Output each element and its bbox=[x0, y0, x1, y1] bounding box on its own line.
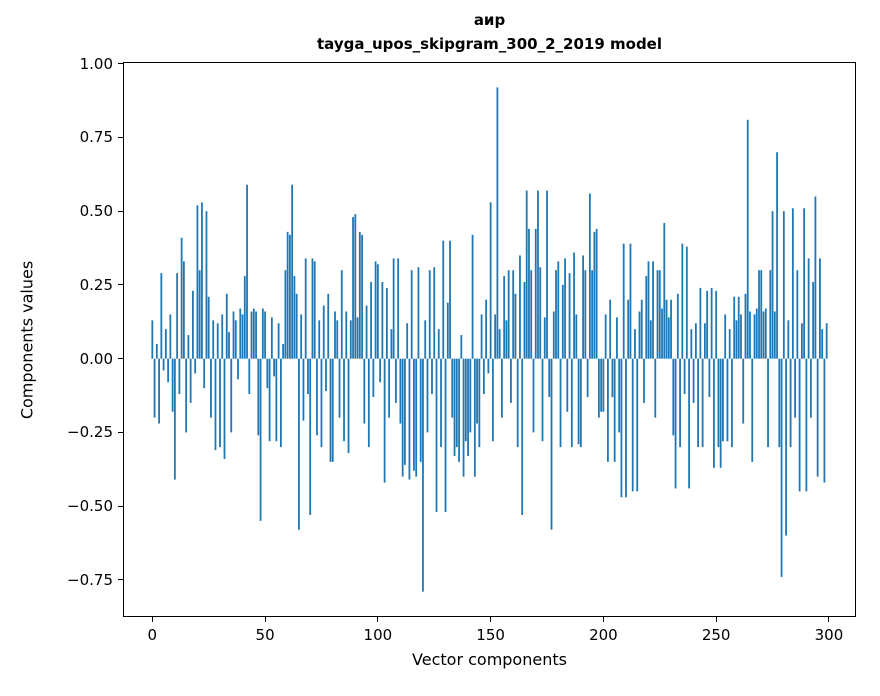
y-tick-label: −0.50 bbox=[67, 497, 113, 516]
x-tick-label: 50 bbox=[255, 626, 275, 644]
y-tick-label: 0.75 bbox=[79, 128, 113, 147]
x-tick-mark bbox=[377, 617, 379, 622]
x-tick-label: 200 bbox=[589, 626, 618, 644]
x-tick-mark bbox=[828, 617, 830, 622]
y-tick-label: −0.25 bbox=[67, 423, 113, 442]
plot-area bbox=[123, 62, 856, 617]
x-tick-mark bbox=[490, 617, 492, 622]
y-tick-mark bbox=[118, 505, 123, 507]
y-tick-mark bbox=[118, 431, 123, 433]
y-tick-mark bbox=[118, 579, 123, 581]
y-tick-label: 0.00 bbox=[79, 349, 113, 368]
x-tick-label: 150 bbox=[476, 626, 505, 644]
y-tick-mark bbox=[118, 63, 123, 65]
x-tick-label: 100 bbox=[363, 626, 393, 644]
y-tick-label: −0.75 bbox=[67, 570, 113, 589]
x-axis-label: Vector components bbox=[412, 650, 567, 669]
chart-title-line2: tayga_upos_skipgram_300_2_2019 model bbox=[317, 35, 662, 53]
y-tick-label: 0.25 bbox=[79, 275, 113, 294]
x-tick-mark bbox=[715, 617, 717, 622]
x-tick-label: 0 bbox=[147, 626, 158, 644]
x-tick-label: 300 bbox=[814, 626, 844, 644]
x-tick-mark bbox=[602, 617, 604, 622]
y-tick-mark bbox=[118, 210, 123, 212]
x-tick-mark bbox=[151, 617, 153, 622]
x-tick-mark bbox=[264, 617, 266, 622]
chart-title: аир tayga_upos_skipgram_300_2_2019 model bbox=[123, 8, 856, 56]
y-tick-mark bbox=[118, 136, 123, 138]
x-tick-label: 250 bbox=[701, 626, 731, 644]
y-tick-mark bbox=[118, 358, 123, 360]
y-tick-label: 1.00 bbox=[79, 54, 113, 73]
chart-title-line1: аир bbox=[473, 11, 506, 29]
y-tick-label: 0.50 bbox=[79, 202, 113, 221]
y-tick-mark bbox=[118, 284, 123, 286]
